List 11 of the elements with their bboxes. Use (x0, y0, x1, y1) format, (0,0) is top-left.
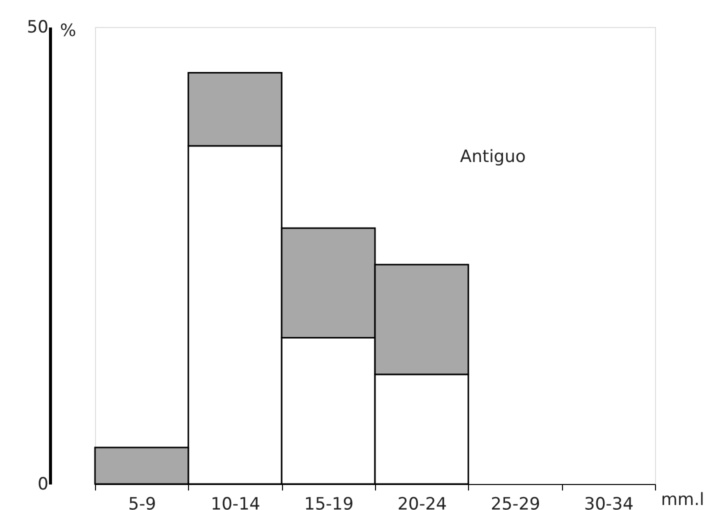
annotation: Antiguo (460, 147, 526, 167)
x-axis-title: mm.l (661, 490, 704, 510)
x-tick-label: 30-34 (584, 494, 634, 510)
y-tick-label: 0 (38, 474, 48, 494)
y-tick-label: 50 (26, 18, 48, 38)
x-tick-label: 25-29 (490, 494, 540, 510)
y-axis-title: % (60, 21, 76, 41)
x-tick-label: 5-9 (128, 494, 156, 510)
x-tick-label: 10-14 (210, 494, 260, 510)
x-tick-label: 20-24 (397, 494, 447, 510)
x-tick-label: 15-19 (304, 494, 354, 510)
